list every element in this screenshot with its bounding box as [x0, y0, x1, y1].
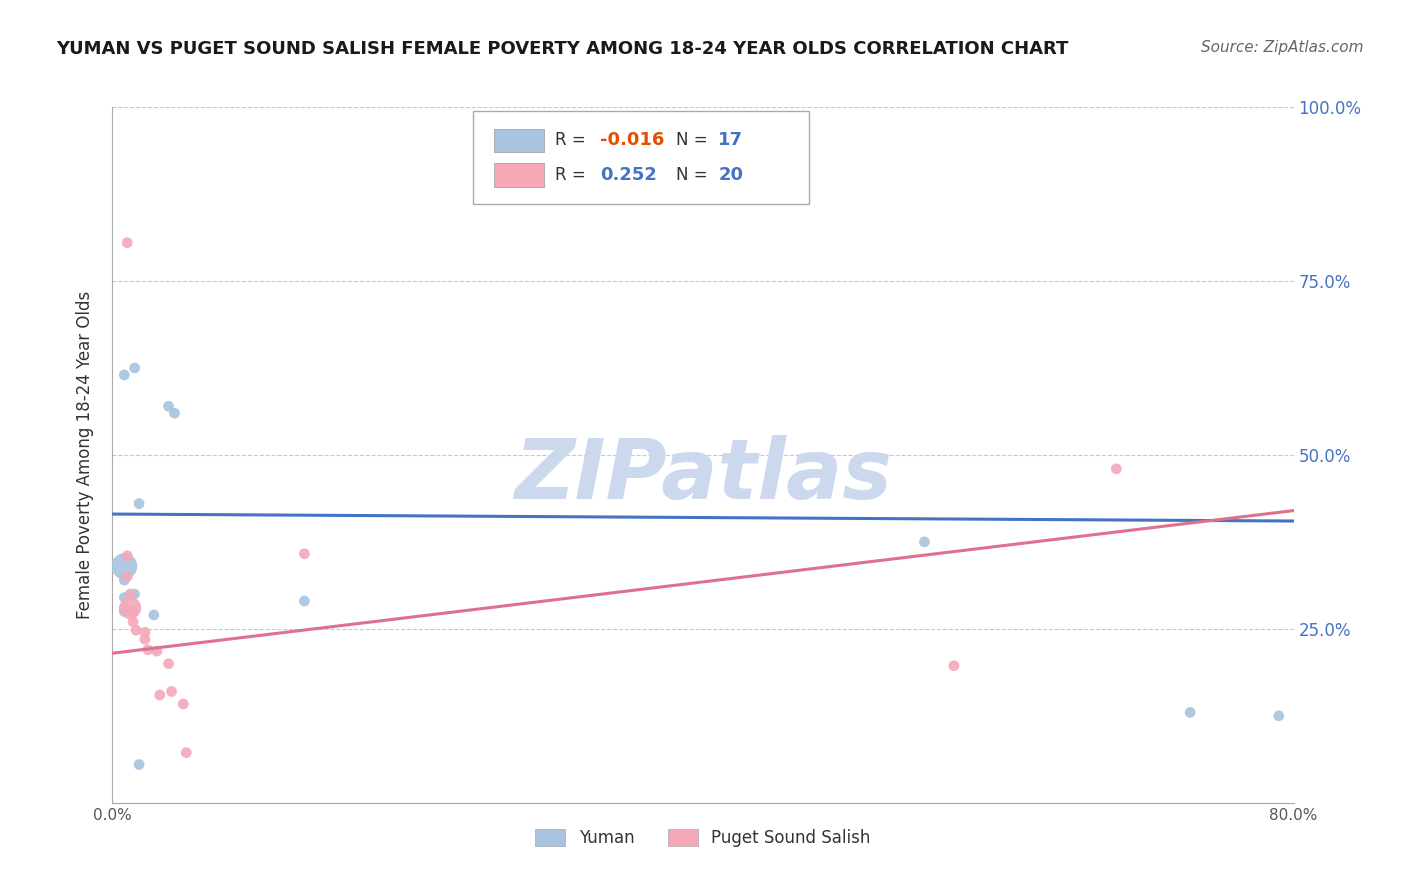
- Legend: Yuman, Puget Sound Salish: Yuman, Puget Sound Salish: [529, 822, 877, 854]
- Point: [122, 605, 145, 619]
- Point: [112, 601, 135, 615]
- Point: [136, 642, 159, 657]
- Point: [914, 534, 936, 549]
- Point: [134, 632, 156, 647]
- Text: 0.252: 0.252: [600, 166, 657, 185]
- Text: R =: R =: [555, 131, 586, 150]
- Point: [112, 559, 135, 574]
- Point: [128, 497, 150, 511]
- Point: [172, 697, 194, 711]
- Point: [942, 658, 965, 673]
- Text: ZIPatlas: ZIPatlas: [515, 435, 891, 516]
- Point: [112, 573, 135, 587]
- Point: [163, 406, 186, 420]
- Text: N =: N =: [676, 131, 707, 150]
- Point: [120, 587, 142, 601]
- Point: [124, 360, 146, 375]
- Point: [128, 757, 150, 772]
- Point: [117, 570, 138, 584]
- Point: [125, 624, 148, 638]
- Point: [292, 547, 315, 561]
- FancyBboxPatch shape: [494, 128, 544, 153]
- Point: [134, 625, 156, 640]
- Y-axis label: Female Poverty Among 18-24 Year Olds: Female Poverty Among 18-24 Year Olds: [76, 291, 94, 619]
- Point: [112, 591, 135, 605]
- Text: 20: 20: [718, 166, 744, 185]
- Point: [142, 607, 165, 622]
- FancyBboxPatch shape: [494, 163, 544, 187]
- Point: [112, 605, 135, 619]
- Point: [292, 594, 315, 608]
- Text: YUMAN VS PUGET SOUND SALISH FEMALE POVERTY AMONG 18-24 YEAR OLDS CORRELATION CHA: YUMAN VS PUGET SOUND SALISH FEMALE POVER…: [56, 40, 1069, 58]
- Point: [122, 615, 145, 629]
- Point: [174, 746, 197, 760]
- Point: [120, 601, 142, 615]
- Text: N =: N =: [676, 166, 707, 185]
- Point: [117, 235, 138, 250]
- Text: R =: R =: [555, 166, 586, 185]
- Point: [112, 368, 135, 382]
- Point: [146, 644, 169, 658]
- Text: Source: ZipAtlas.com: Source: ZipAtlas.com: [1201, 40, 1364, 55]
- Point: [149, 688, 172, 702]
- Text: 17: 17: [718, 131, 744, 150]
- Point: [124, 587, 146, 601]
- Point: [1268, 708, 1291, 723]
- Text: -0.016: -0.016: [600, 131, 665, 150]
- Point: [1178, 706, 1201, 720]
- Point: [157, 399, 180, 413]
- Point: [1105, 462, 1128, 476]
- Point: [157, 657, 180, 671]
- Point: [160, 684, 183, 698]
- FancyBboxPatch shape: [472, 111, 810, 204]
- Point: [117, 549, 138, 563]
